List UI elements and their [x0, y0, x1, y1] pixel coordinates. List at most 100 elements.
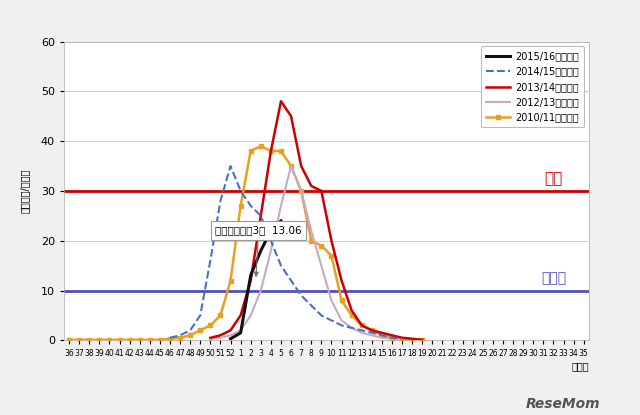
- 2014/15シーズン: [328, 318, 335, 323]
- 2010/11シーズン: [166, 336, 174, 341]
- Text: 注意報: 注意報: [541, 271, 566, 286]
- 2010/11シーズン: [106, 337, 113, 342]
- 2010/11シーズン: [95, 337, 103, 342]
- 2012/13シーズン: [338, 318, 346, 323]
- 2014/15シーズン: [307, 303, 315, 308]
- 2010/11シーズン: [419, 337, 426, 342]
- 2010/11シーズン: [267, 149, 275, 154]
- 2014/15シーズン: [166, 335, 174, 340]
- 2010/11シーズン: [116, 337, 124, 342]
- 2010/11シーズン: [156, 337, 164, 342]
- 2012/13シーズン: [247, 313, 255, 318]
- 2014/15シーズン: [257, 213, 265, 218]
- 2010/11シーズン: [398, 336, 406, 341]
- 2014/15シーズン: [247, 203, 255, 208]
- 2010/11シーズン: [287, 164, 295, 168]
- Line: 2014/15シーズン: 2014/15シーズン: [170, 166, 402, 339]
- 2014/15シーズン: [267, 238, 275, 243]
- 2014/15シーズン: [176, 333, 184, 338]
- 2015/16シーズン: [267, 228, 275, 233]
- 2012/13シーズン: [419, 337, 426, 342]
- 2010/11シーズン: [358, 323, 365, 328]
- 2013/14シーズン: [216, 333, 224, 338]
- Text: 警報: 警報: [545, 171, 563, 186]
- 2015/16シーズン: [277, 218, 285, 223]
- 2012/13シーズン: [328, 298, 335, 303]
- 2012/13シーズン: [398, 337, 406, 342]
- 2010/11シーズン: [196, 328, 204, 333]
- 2013/14シーズン: [247, 278, 255, 283]
- 2012/13シーズン: [378, 335, 386, 340]
- Text: （患者数/定点）: （患者数/定点）: [20, 169, 29, 213]
- 2013/14シーズン: [287, 114, 295, 119]
- 2010/11シーズン: [85, 337, 93, 342]
- 2014/15シーズン: [207, 258, 214, 263]
- Line: 2010/11シーズン: 2010/11シーズン: [67, 144, 425, 342]
- 2010/11シーズン: [186, 333, 194, 338]
- 2012/13シーズン: [267, 248, 275, 253]
- 2012/13シーズン: [257, 288, 265, 293]
- 2010/11シーズン: [136, 337, 143, 342]
- 2010/11シーズン: [216, 313, 224, 318]
- 2010/11シーズン: [146, 337, 154, 342]
- 2013/14シーズン: [267, 149, 275, 154]
- 2012/13シーズン: [237, 328, 244, 333]
- 2010/11シーズン: [338, 298, 346, 303]
- 2013/14シーズン: [298, 164, 305, 168]
- 2012/13シーズン: [227, 333, 234, 338]
- 2012/13シーズン: [348, 325, 355, 330]
- 2010/11シーズン: [207, 323, 214, 328]
- 2014/15シーズン: [277, 263, 285, 268]
- 2010/11シーズン: [378, 333, 386, 338]
- 2010/11シーズン: [317, 243, 325, 248]
- Line: 2013/14シーズン: 2013/14シーズン: [211, 101, 422, 340]
- 2014/15シーズン: [186, 328, 194, 333]
- 2015/16シーズン: [237, 330, 244, 335]
- 2013/14シーズン: [348, 308, 355, 313]
- 2012/13シーズン: [358, 330, 365, 335]
- 2013/14シーズン: [317, 188, 325, 193]
- 2010/11シーズン: [65, 337, 73, 342]
- 2010/11シーズン: [257, 144, 265, 149]
- 2012/13シーズン: [368, 333, 376, 338]
- 2010/11シーズン: [125, 337, 134, 342]
- 2012/13シーズン: [388, 336, 396, 341]
- 2010/11シーズン: [408, 337, 416, 342]
- 2013/14シーズン: [388, 333, 396, 338]
- 2010/11シーズン: [76, 337, 83, 342]
- 2010/11シーズン: [298, 188, 305, 193]
- 2015/16シーズン: [247, 273, 255, 278]
- 2013/14シーズン: [207, 335, 214, 340]
- 2013/14シーズン: [358, 323, 365, 328]
- 2010/11シーズン: [328, 253, 335, 258]
- 2014/15シーズン: [368, 330, 376, 335]
- 2012/13シーズン: [216, 335, 224, 340]
- Line: 2012/13シーズン: 2012/13シーズン: [211, 166, 422, 340]
- 2014/15シーズン: [338, 323, 346, 328]
- 2010/11シーズン: [247, 149, 255, 154]
- 2012/13シーズン: [287, 164, 295, 168]
- 2012/13シーズン: [408, 337, 416, 342]
- 2013/14シーズン: [277, 99, 285, 104]
- 2010/11シーズン: [237, 203, 244, 208]
- 2010/11シーズン: [388, 335, 396, 340]
- 2014/15シーズン: [196, 313, 204, 318]
- 2013/14シーズン: [237, 313, 244, 318]
- 2014/15シーズン: [227, 164, 234, 168]
- 2014/15シーズン: [358, 328, 365, 333]
- 2015/16シーズン: [257, 248, 265, 253]
- 2010/11シーズン: [307, 238, 315, 243]
- 2012/13シーズン: [277, 203, 285, 208]
- 2014/15シーズン: [298, 293, 305, 298]
- Text: ReseMom: ReseMom: [526, 397, 600, 411]
- 2014/15シーズン: [348, 325, 355, 330]
- 2012/13シーズン: [307, 228, 315, 233]
- 2012/13シーズン: [298, 188, 305, 193]
- 2014/15シーズン: [388, 335, 396, 340]
- 2013/14シーズン: [408, 336, 416, 341]
- 2014/15シーズン: [216, 198, 224, 203]
- 2013/14シーズン: [398, 335, 406, 340]
- 2012/13シーズン: [317, 263, 325, 268]
- 2010/11シーズン: [368, 328, 376, 333]
- 2013/14シーズン: [368, 328, 376, 333]
